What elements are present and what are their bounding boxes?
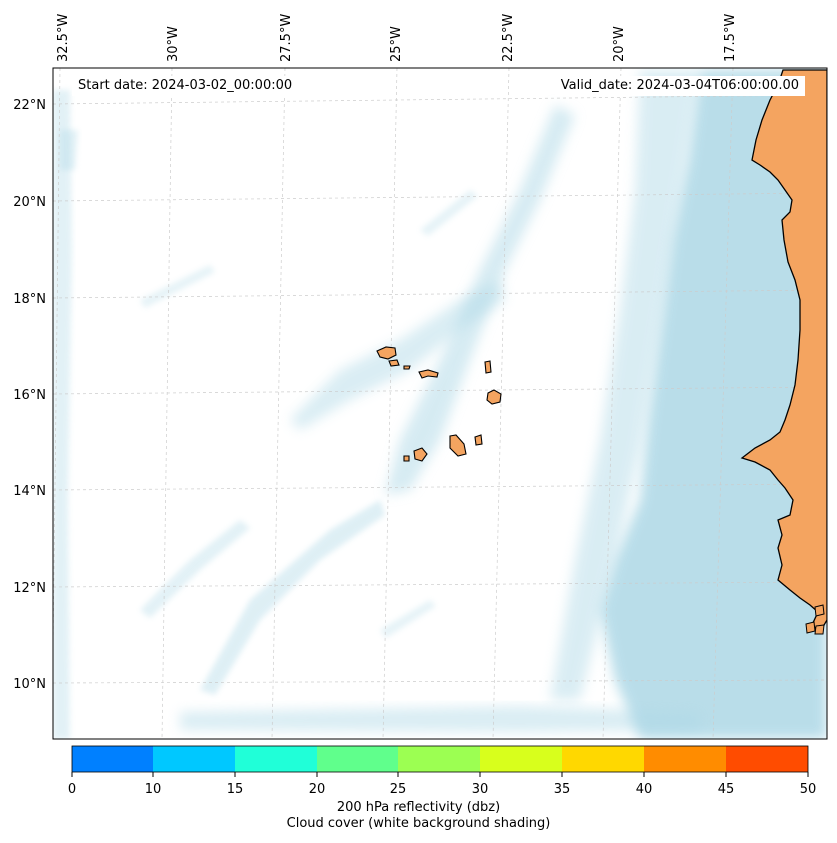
lat-label-10: 10°N <box>13 677 46 692</box>
island-santa-luzia <box>403 365 411 370</box>
lon-label-32-5: 32.5°W <box>56 14 71 62</box>
lon-label-17-5: 17.5°W <box>723 14 738 62</box>
colorbar-tick-label: 25 <box>390 782 407 797</box>
cloud-island-band <box>290 280 505 430</box>
island-sal <box>484 360 492 374</box>
lon-label-25: 25°W <box>389 26 404 62</box>
grid-lon-25 <box>382 68 398 739</box>
grid-lon-22-5 <box>492 68 510 739</box>
colorbar-seg-6 <box>562 746 644 772</box>
colorbar-tick-label: 20 <box>309 782 326 797</box>
colorbar-tick-label: 50 <box>800 782 817 797</box>
grid-lon-17-5 <box>712 68 734 739</box>
lon-label-20: 20°W <box>612 26 627 62</box>
colorbar-seg-7 <box>644 746 726 772</box>
colorbar-tick-label: 15 <box>227 782 244 797</box>
colorbar-seg-4 <box>398 746 480 772</box>
cloud-east-band <box>550 70 700 700</box>
colorbar-seg-8 <box>726 746 808 772</box>
cloud-south-streak <box>380 600 436 638</box>
map-content <box>53 68 827 739</box>
island-santiago <box>449 434 467 457</box>
grid-lon-27-5 <box>271 68 286 739</box>
lat-label-22: 22°N <box>13 98 46 113</box>
colorbar-tick-label: 30 <box>472 782 489 797</box>
bijagos-island-1 <box>814 604 825 617</box>
colorbar-label: 200 hPa reflectivity (dbz) Cloud cover (… <box>0 800 837 832</box>
latitude-labels: 22°N 20°N 18°N 16°N 14°N 12°N 10°N <box>13 98 46 692</box>
colorbar-tick-label: 35 <box>554 782 571 797</box>
colorbar-tick-label: 10 <box>145 782 162 797</box>
lat-label-16: 16°N <box>13 388 46 403</box>
lon-label-27-5: 27.5°W <box>279 14 294 62</box>
grid-lon-30 <box>161 68 173 739</box>
lon-label-22-5: 22.5°W <box>501 14 516 62</box>
colorbar-label-line2: Cloud cover (white background shading) <box>286 816 551 831</box>
valid-date-label: Valid_date: 2024-03-04T06:00:00.00 <box>554 76 805 96</box>
bijagos-island-3 <box>814 624 825 635</box>
longitude-labels: 32.5°W 30°W 27.5°W 25°W 22.5°W 20°W 17.5… <box>56 14 738 62</box>
island-maio <box>474 434 483 446</box>
start-date-label: Start date: 2024-03-02_00:00:00 <box>72 76 299 96</box>
cloud-northwest-patch <box>60 130 78 170</box>
cloud-west-edge <box>53 90 72 739</box>
colorbar-tick-label: 0 <box>68 782 76 797</box>
lon-label-30: 30°W <box>166 26 181 62</box>
colorbar-frame <box>71 745 809 773</box>
cloud-southwest-streak <box>200 500 385 695</box>
colorbar-label-line1: 200 hPa reflectivity (dbz) <box>336 800 501 815</box>
cloud-cover-shading <box>53 70 827 739</box>
island-sao-nicolau <box>418 369 439 379</box>
bijagos-island-2 <box>805 621 816 634</box>
cloud-central-streak <box>420 190 478 236</box>
cloud-east-mass <box>600 70 827 739</box>
colorbar-ticks <box>71 772 809 777</box>
colorbar-seg-0 <box>72 746 154 772</box>
lat-label-20: 20°N <box>13 195 46 210</box>
island-brava <box>403 455 410 462</box>
lat-label-14: 14°N <box>13 484 46 499</box>
island-fogo <box>413 447 428 462</box>
lat-label-18: 18°N <box>13 292 46 307</box>
africa-coastline <box>740 69 827 634</box>
colorbar-tick-label: 45 <box>718 782 735 797</box>
colorbar-seg-2 <box>235 746 317 772</box>
cape-verde-islands <box>376 346 502 462</box>
lat-label-12: 12°N <box>13 581 46 596</box>
island-sao-vicente <box>388 359 400 367</box>
island-santo-antao <box>376 346 397 360</box>
colorbar: 0 10 15 20 25 30 35 40 45 50 <box>68 745 817 797</box>
cloud-northwest-streak <box>140 265 215 308</box>
grid-lon-20 <box>602 68 622 739</box>
cloud-bottom-band <box>180 706 700 732</box>
colorbar-seg-3 <box>317 746 399 772</box>
cloud-southwest-streak-2 <box>140 520 250 618</box>
colorbar-seg-5 <box>480 746 562 772</box>
island-boa-vista <box>486 389 502 405</box>
colorbar-tick-label: 40 <box>636 782 653 797</box>
colorbar-seg-1 <box>153 746 235 772</box>
map-frame <box>52 67 828 740</box>
